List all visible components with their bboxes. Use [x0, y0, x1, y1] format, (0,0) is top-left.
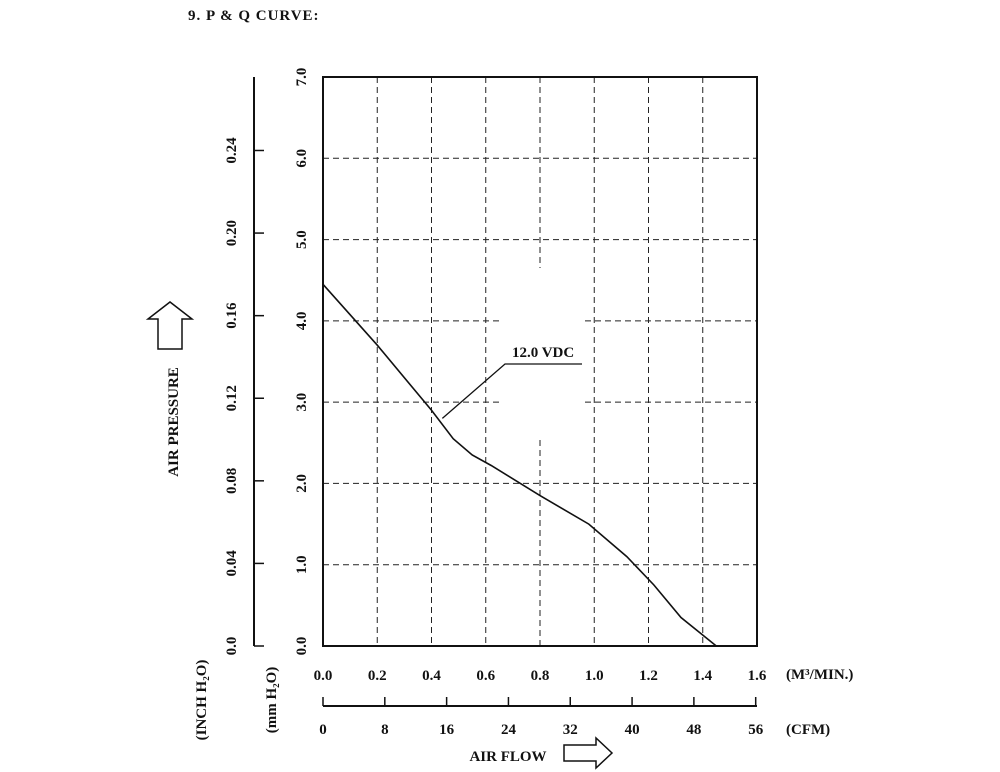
y-tick-label-mm: 3.0 [294, 393, 310, 412]
x-tick-label-m3: 0.0 [314, 668, 333, 684]
grid-lines [323, 77, 757, 646]
axis-labels: (M³/MIN.) (CFM) (mm H₂O) (INCH H₂O) AIR FLOW… [166, 367, 853, 765]
x-tick-label-m3: 1.6 [748, 668, 767, 684]
x-tick-label-m3: 0.4 [422, 668, 441, 684]
x-unit-label-cfm: (CFM) [786, 722, 830, 738]
y-tick-label-mm: 2.0 [294, 474, 310, 493]
y-tick-label-inch: 0.24 [224, 137, 240, 164]
plot-frame [322, 76, 758, 647]
y-tick-label-mm: 4.0 [294, 311, 310, 330]
y-tick-label-inch: 0.12 [224, 385, 240, 411]
x-unit-label-m3: (M³/MIN.) [786, 667, 853, 683]
y-tick-label-inch: 0.08 [224, 468, 240, 494]
y-tick-label-mm: 1.0 [294, 555, 310, 574]
x-tick-label-cfm: 16 [439, 722, 455, 738]
section-heading: 9. P & Q CURVE: [188, 8, 320, 24]
x-tick-label-m3: 0.8 [531, 668, 550, 684]
series-label-12vdc: 12.0 VDC [512, 345, 574, 361]
x-tick-label-cfm: 40 [625, 722, 640, 738]
x-tick-label-cfm: 56 [748, 722, 764, 738]
y-tick-label-inch: 0.16 [224, 302, 240, 329]
x-tick-label-m3: 0.6 [476, 668, 495, 684]
axes [253, 76, 758, 707]
y-tick-label-mm: 0.0 [294, 637, 310, 656]
y-tick-label-mm: 6.0 [294, 149, 310, 168]
arrows [145, 301, 614, 770]
x-tick-label-cfm: 24 [501, 722, 517, 738]
annotation-leader [441, 363, 582, 419]
tick-labels: 0.01.02.03.04.05.06.07.00.00.040.080.120… [224, 68, 767, 738]
y-tick-label-mm: 7.0 [294, 68, 310, 87]
up-arrow-icon [145, 301, 195, 350]
x-tick-label-cfm: 8 [381, 722, 389, 738]
x-axis-title: AIR FLOW [469, 749, 546, 765]
y-axis-title: AIR PRESSURE [166, 367, 182, 477]
x-tick-label-m3: 1.0 [585, 668, 604, 684]
y-unit-label-inch: (INCH H₂O) [194, 660, 210, 741]
x-tick-label-m3: 1.2 [639, 668, 658, 684]
y-unit-label-mm: (mm H₂O) [264, 667, 280, 734]
right-arrow-icon [563, 736, 614, 770]
y-tick-label-inch: 0.04 [224, 550, 240, 577]
y-tick-label-inch: 0.0 [224, 637, 240, 656]
series-layer: 12.0 VDC [322, 283, 717, 647]
x-tick-label-m3: 1.4 [693, 668, 712, 684]
y-tick-label-mm: 5.0 [294, 230, 310, 249]
x-tick-label-cfm: 0 [319, 722, 327, 738]
series-line [322, 283, 717, 647]
x-tick-label-m3: 0.2 [368, 668, 387, 684]
x-tick-label-cfm: 32 [563, 722, 578, 738]
x-tick-label-cfm: 48 [686, 722, 701, 738]
y-tick-label-inch: 0.20 [224, 220, 240, 246]
